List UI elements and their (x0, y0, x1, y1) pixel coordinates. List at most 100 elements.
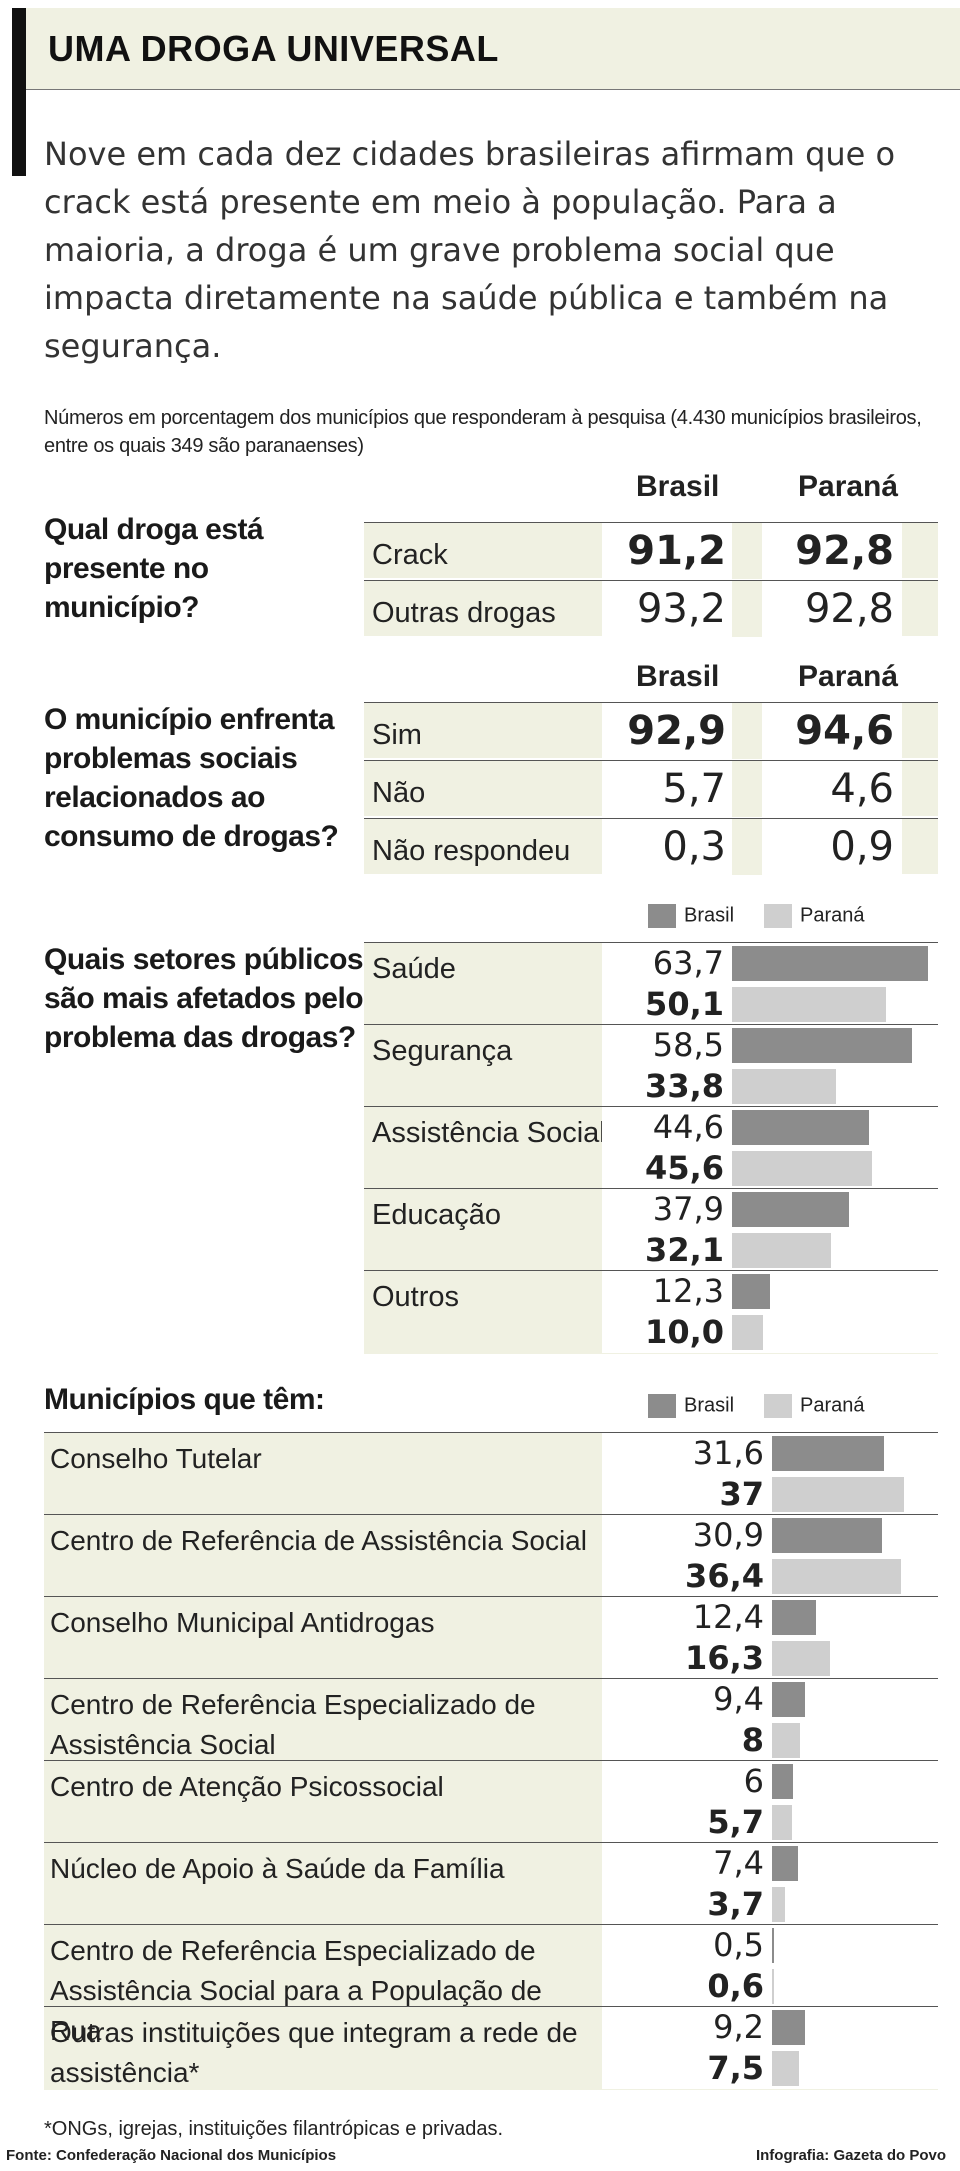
value-parana: 92,8 (762, 581, 902, 637)
legend-parana: Paraná (764, 904, 865, 928)
data-label-brasil: 44,6 (602, 1107, 730, 1148)
data-label-brasil: 9,2 (602, 2007, 770, 2048)
value-brasil: 91,2 (602, 523, 732, 579)
cell-gap (732, 761, 762, 817)
bar-brasil (772, 1682, 806, 1717)
bar-track (730, 943, 938, 984)
bar-parana (732, 1233, 831, 1268)
col-brasil: Brasil (636, 470, 720, 503)
table-row: Não respondeu 0,3 0,9 (364, 818, 938, 875)
bar-parana (772, 1477, 904, 1512)
data-label-brasil: 12,4 (602, 1597, 770, 1638)
bar-track (770, 1884, 938, 1925)
bar-track (770, 1515, 938, 1556)
data-label-brasil: 7,4 (602, 1843, 770, 1884)
category-label: Centro de Referência de Assistência Soci… (50, 1525, 587, 1556)
category-label: Conselho Tutelar (50, 1443, 262, 1474)
col-parana: Paraná (798, 470, 899, 503)
bar-track (770, 1966, 938, 2007)
data-label-brasil: 37,9 (602, 1189, 730, 1230)
cell-gap (732, 581, 762, 637)
value-brasil: 92,9 (602, 703, 732, 759)
bar-parana (772, 1969, 775, 2004)
value-brasil: 0,3 (602, 819, 732, 875)
category-label: Outros (372, 1281, 460, 1313)
row-label: Sim (372, 719, 422, 751)
table-row: Outras drogas 93,2 92,8 (364, 580, 938, 637)
category-label: Outras instituições que integram a rede … (50, 2017, 578, 2088)
category-label: Centro de Atenção Psicossocial (50, 1771, 444, 1802)
bar-track (770, 1433, 938, 1474)
bar-track (770, 1556, 938, 1597)
bar-track (730, 1271, 938, 1312)
bar-brasil (772, 1846, 799, 1881)
bar-brasil (772, 1518, 882, 1553)
bar-track (730, 1230, 938, 1271)
question-2: O município enfrenta problemas sociais r… (44, 703, 339, 853)
data-label-brasil: 12,3 (602, 1271, 730, 1312)
category-label: Conselho Municipal Antidrogas (50, 1607, 435, 1638)
legend-swatch-brasil (648, 904, 676, 928)
institutions-chart: Conselho Tutelar 31,6 37 Centro de Referênc… (44, 1432, 938, 2090)
data-label-brasil: 31,6 (602, 1433, 770, 1474)
list-item: Conselho Tutelar 31,6 37 (44, 1432, 938, 1515)
data-label-parana: 37 (602, 1474, 770, 1515)
bar-parana (732, 987, 887, 1022)
row-label: Não (372, 777, 426, 809)
bar-group: Assistência Social 44,6 45,6 (364, 1106, 938, 1189)
bar-track (770, 1802, 938, 1843)
table-row: Crack 91,2 92,8 (364, 522, 938, 579)
bar-track (730, 1066, 938, 1107)
value-parana: 92,8 (762, 523, 902, 579)
data-label-brasil: 30,9 (602, 1515, 770, 1556)
data-label-brasil: 6 (602, 1761, 770, 1802)
bar-track (730, 1148, 938, 1189)
bar-track (770, 1597, 938, 1638)
bar-track (770, 1843, 938, 1884)
cell-gap (732, 523, 762, 579)
data-label-parana: 36,4 (602, 1556, 770, 1597)
data-label-parana: 5,7 (602, 1802, 770, 1843)
legend-label: Paraná (800, 904, 865, 927)
legend-label: Brasil (684, 1394, 735, 1417)
data-label-parana: 33,8 (602, 1066, 730, 1107)
row-label: Outras drogas (372, 597, 556, 629)
row-label: Não respondeu (372, 835, 571, 867)
category-label: Segurança (372, 1035, 513, 1067)
legend-label: Brasil (684, 904, 735, 927)
bar-track (730, 1189, 938, 1230)
credit: Infografia: Gazeta do Povo (755, 2147, 946, 2164)
bar-brasil (772, 1600, 817, 1635)
category-label: Saúde (372, 953, 456, 985)
value-brasil: 93,2 (602, 581, 732, 637)
data-label-parana: 0,6 (602, 1966, 770, 2007)
value-parana: 0,9 (762, 819, 902, 875)
bar-track (770, 2048, 938, 2089)
data-label-parana: 50,1 (602, 984, 730, 1025)
data-label-parana: 16,3 (602, 1638, 770, 1679)
data-label-brasil: 9,4 (602, 1679, 770, 1720)
data-label-parana: 32,1 (602, 1230, 730, 1271)
table-row: Sim 92,9 94,6 (364, 702, 938, 759)
list-item: Centro de Referência Especializado de As… (44, 1924, 938, 2046)
question-4: Municípios que têm: (44, 1383, 325, 1416)
bar-track (730, 1312, 938, 1353)
data-label-parana: 10,0 (602, 1312, 730, 1353)
data-label-parana: 45,6 (602, 1148, 730, 1189)
legend-parana: Paraná (764, 1394, 865, 1418)
data-label-brasil: 58,5 (602, 1025, 730, 1066)
bar-group: Segurança 58,5 33,8 (364, 1024, 938, 1107)
bar-track (770, 1679, 938, 1720)
bar-brasil (772, 1436, 885, 1471)
cell-gap (732, 819, 762, 875)
bar-brasil (732, 1110, 870, 1145)
table-row: Não 5,7 4,6 (364, 760, 938, 817)
bar-track (770, 1925, 938, 1966)
sector-chart: Saúde 63,7 50,1 Segurança 58,5 33,8 Assistênci… (364, 942, 938, 1354)
bar-parana (772, 1723, 801, 1758)
bar-brasil (732, 1192, 849, 1227)
data-label-parana: 7,5 (602, 2048, 770, 2089)
legend-brasil: Brasil (648, 1394, 734, 1418)
list-item: Núcleo de Apoio à Saúde da Família 7,4 3,7 (44, 1842, 938, 1925)
question-3: Quais setores públicos são mais afetados… (44, 943, 364, 1054)
